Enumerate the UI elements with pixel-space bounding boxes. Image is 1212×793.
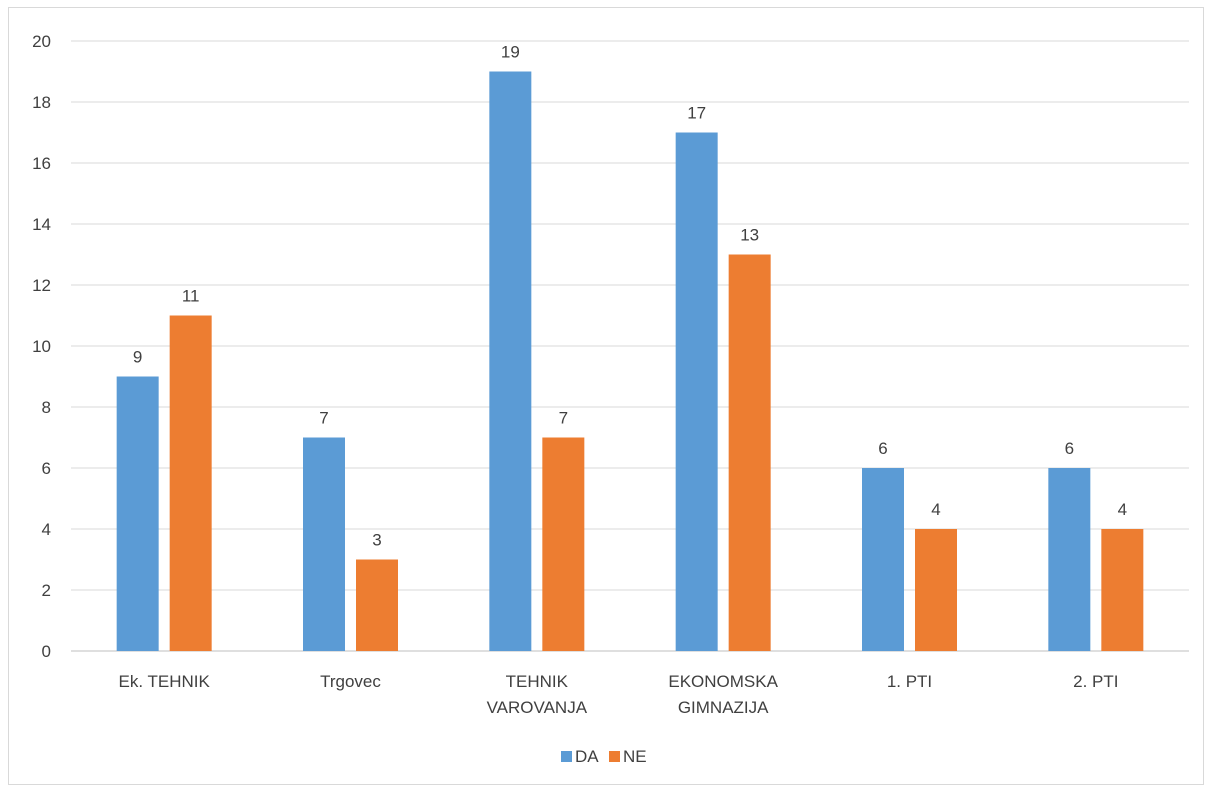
- data-label-ne-4: 4: [931, 500, 940, 519]
- y-tick-label: 12: [32, 276, 51, 295]
- x-tick-label-line: EKONOMSKA: [668, 672, 778, 691]
- x-tick-label: 2. PTI: [1073, 672, 1118, 691]
- x-tick-label-line: Ek. TEHNIK: [119, 672, 211, 691]
- data-labels: 9 11 7 3 19 7 17 13 6 4 6 4: [133, 43, 1127, 550]
- bar-ne-4: [915, 529, 957, 651]
- bars: [116, 71, 1144, 651]
- x-tick-label: Ek. TEHNIK: [119, 672, 211, 691]
- y-tick-label: 10: [32, 337, 51, 356]
- data-label-da-3: 17: [687, 104, 706, 123]
- data-label-da-1: 7: [319, 409, 328, 428]
- bar-chart: 0 2 4 6 8 10 12 14 16 18 20 9 11 7 3 19 7 17 13 6 4 6 4 Ek. T…: [32, 32, 1189, 766]
- bar-ne-5: [1101, 529, 1144, 651]
- data-label-da-4: 6: [878, 439, 887, 458]
- data-label-da-5: 6: [1065, 439, 1074, 458]
- x-tick-label-line: 2. PTI: [1073, 672, 1118, 691]
- data-label-da-0: 9: [133, 348, 142, 367]
- x-tick-label-line: 1. PTI: [887, 672, 932, 691]
- x-axis-ticks: Ek. TEHNIK Trgovec TEHNIK VAROVANJA EKONOMSK…: [119, 672, 1119, 717]
- gridlines: [71, 40, 1189, 652]
- data-label-ne-3: 13: [740, 226, 759, 245]
- bar-da-5: [1048, 468, 1091, 651]
- x-tick-label: Trgovec: [320, 672, 381, 691]
- bar-ne-2: [542, 437, 585, 651]
- bar-da-1: [303, 437, 345, 651]
- legend-label-da: DA: [575, 747, 599, 766]
- bar-ne-1: [356, 559, 398, 651]
- y-tick-label: 6: [42, 459, 51, 478]
- legend-swatch-ne: [609, 751, 620, 762]
- x-tick-label-line: Trgovec: [320, 672, 381, 691]
- x-tick-label: TEHNIK VAROVANJA: [487, 672, 588, 717]
- data-label-ne-1: 3: [372, 531, 381, 550]
- bar-da-2: [489, 71, 532, 651]
- data-label-ne-0: 11: [182, 287, 200, 306]
- bar-ne-3: [728, 254, 771, 651]
- legend-label-ne: NE: [623, 747, 647, 766]
- y-tick-label: 0: [42, 642, 51, 661]
- y-tick-label: 4: [42, 520, 51, 539]
- legend: DA NE: [561, 747, 647, 766]
- data-label-ne-2: 7: [559, 409, 568, 428]
- bar-da-0: [116, 376, 159, 651]
- x-tick-label: EKONOMSKA GIMNAZIJA: [668, 672, 778, 717]
- chart-container: 0 2 4 6 8 10 12 14 16 18 20 9 11 7 3 19 7 17 13 6 4 6 4 Ek. T…: [8, 7, 1204, 785]
- data-label-da-2: 19: [501, 43, 520, 62]
- x-tick-label: 1. PTI: [887, 672, 932, 691]
- y-axis-ticks: 0 2 4 6 8 10 12 14 16 18 20: [32, 32, 51, 661]
- x-tick-label-line: TEHNIK: [506, 672, 569, 691]
- y-tick-label: 20: [32, 32, 51, 51]
- data-label-ne-5: 4: [1118, 500, 1127, 519]
- y-tick-label: 2: [42, 581, 51, 600]
- y-tick-label: 18: [32, 93, 51, 112]
- y-tick-label: 8: [42, 398, 51, 417]
- bar-da-3: [675, 132, 718, 651]
- legend-swatch-da: [561, 751, 572, 762]
- bar-da-4: [862, 468, 904, 651]
- bar-ne-0: [169, 315, 212, 651]
- x-tick-label-line: VAROVANJA: [487, 698, 588, 717]
- y-tick-label: 14: [32, 215, 51, 234]
- y-tick-label: 16: [32, 154, 51, 173]
- x-tick-label-line: GIMNAZIJA: [678, 698, 769, 717]
